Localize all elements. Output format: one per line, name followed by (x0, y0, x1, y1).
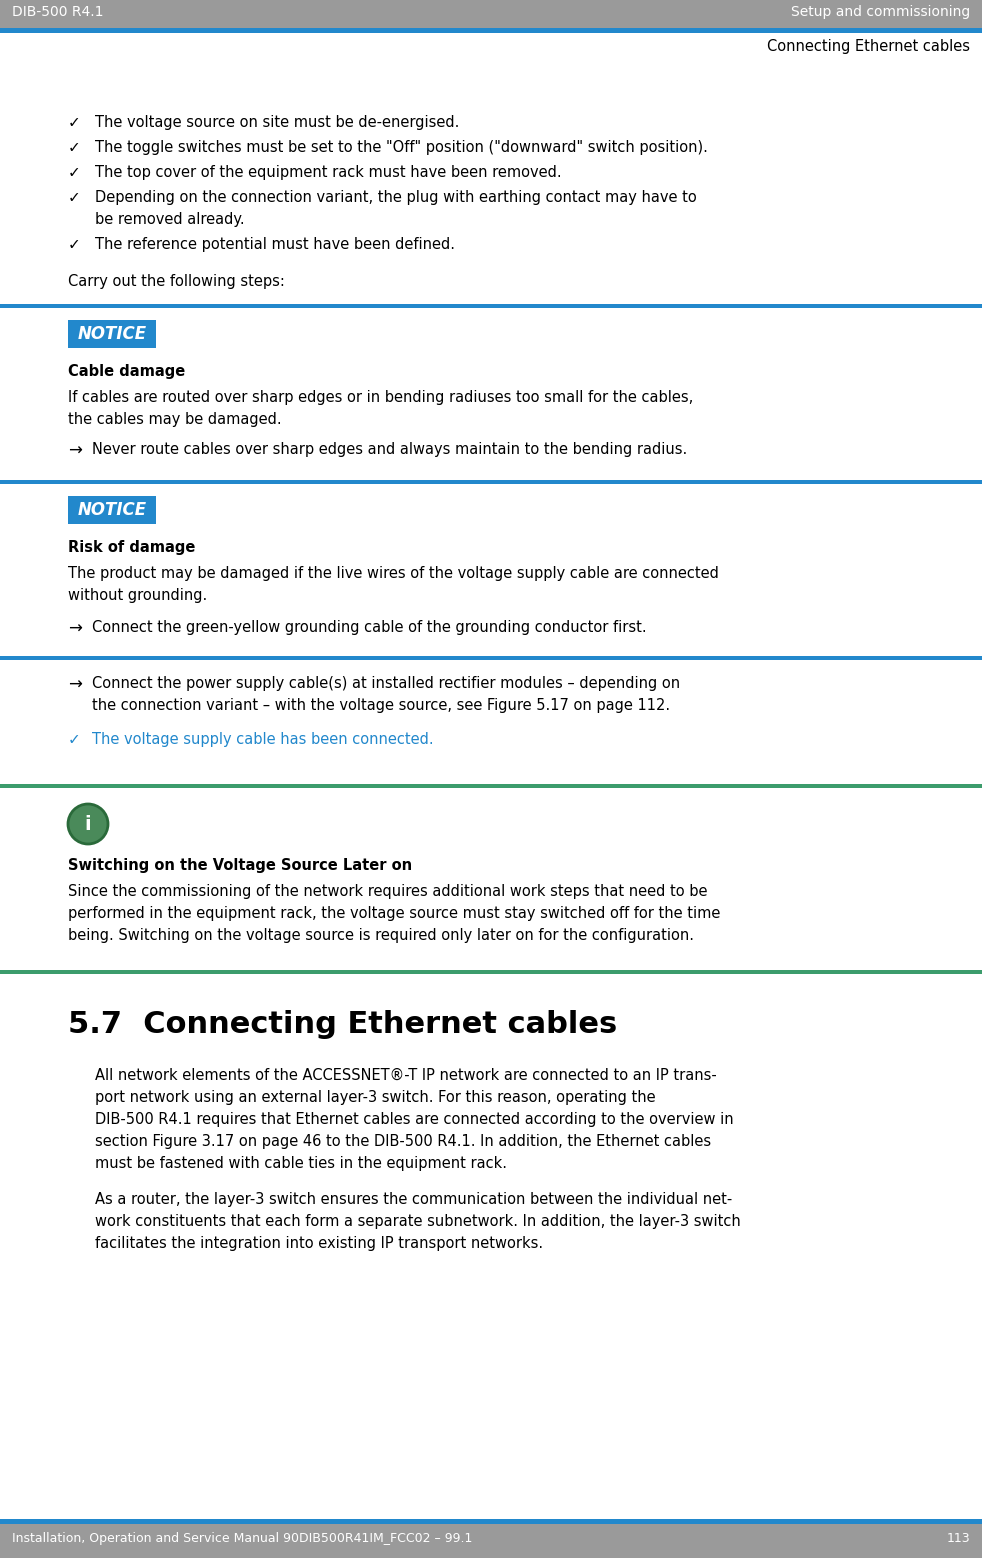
Text: ✓: ✓ (68, 190, 81, 206)
Text: Switching on the Voltage Source Later on: Switching on the Voltage Source Later on (68, 858, 412, 872)
Text: being. Switching on the voltage source is required only later on for the configu: being. Switching on the voltage source i… (68, 929, 694, 943)
Text: Carry out the following steps:: Carry out the following steps: (68, 274, 285, 288)
Bar (68, 319, 156, 347)
Text: ✓: ✓ (68, 732, 81, 746)
Text: Connect the green-yellow grounding cable of the grounding conductor first.: Connect the green-yellow grounding cable… (92, 620, 646, 636)
Text: NOTICE: NOTICE (78, 326, 146, 343)
Circle shape (68, 804, 108, 844)
Text: The toggle switches must be set to the "Off" position ("downward" switch positio: The toggle switches must be set to the "… (95, 140, 708, 154)
Text: DIB-500 R4.1 requires that Ethernet cables are connected according to the overvi: DIB-500 R4.1 requires that Ethernet cabl… (95, 1112, 734, 1126)
Text: Depending on the connection variant, the plug with earthing contact may have to: Depending on the connection variant, the… (95, 190, 697, 206)
Bar (0, 971, 982, 974)
Text: ✓: ✓ (68, 115, 81, 129)
Text: 5.7  Connecting Ethernet cables: 5.7 Connecting Ethernet cables (68, 1010, 618, 1039)
Text: Since the commissioning of the network requires additional work steps that need : Since the commissioning of the network r… (68, 883, 707, 899)
Bar (0, 480, 982, 485)
Text: Installation, Operation and Service Manual 90DIB500R41IM_FCC02 – 99.1: Installation, Operation and Service Manu… (12, 1532, 472, 1546)
Text: ✓: ✓ (68, 237, 81, 252)
Bar (68, 495, 156, 523)
Text: without grounding.: without grounding. (68, 587, 207, 603)
Text: →: → (68, 620, 82, 637)
Text: DIB-500 R4.1: DIB-500 R4.1 (12, 5, 103, 19)
Bar (0, 784, 982, 788)
Text: Connect the power supply cable(s) at installed rectifier modules – depending on: Connect the power supply cable(s) at ins… (92, 676, 681, 692)
Text: the connection variant – with the voltage source, see Figure 5.17 on page 112.: the connection variant – with the voltag… (92, 698, 670, 714)
Bar (0, 1519, 982, 1524)
Text: →: → (68, 442, 82, 460)
Text: →: → (68, 676, 82, 693)
Text: performed in the equipment rack, the voltage source must stay switched off for t: performed in the equipment rack, the vol… (68, 907, 721, 921)
Text: The reference potential must have been defined.: The reference potential must have been d… (95, 237, 455, 252)
Text: be removed already.: be removed already. (95, 212, 245, 227)
Text: The top cover of the equipment rack must have been removed.: The top cover of the equipment rack must… (95, 165, 562, 181)
Text: ✓: ✓ (68, 165, 81, 181)
Bar (0, 304, 982, 308)
Text: The voltage source on site must be de-energised.: The voltage source on site must be de-en… (95, 115, 460, 129)
Text: work constituents that each form a separate subnetwork. In addition, the layer-3: work constituents that each form a separ… (95, 1214, 740, 1229)
Text: i: i (84, 815, 91, 834)
Text: the cables may be damaged.: the cables may be damaged. (68, 411, 282, 427)
Text: Cable damage: Cable damage (68, 365, 186, 379)
Text: must be fastened with cable ties in the equipment rack.: must be fastened with cable ties in the … (95, 1156, 507, 1172)
Text: All network elements of the ACCESSNET®-T IP network are connected to an IP trans: All network elements of the ACCESSNET®-T… (95, 1067, 717, 1083)
Text: Never route cables over sharp edges and always maintain to the bending radius.: Never route cables over sharp edges and … (92, 442, 687, 456)
Text: Risk of damage: Risk of damage (68, 541, 195, 555)
Bar (0, 28, 982, 33)
Text: The voltage supply cable has been connected.: The voltage supply cable has been connec… (92, 732, 434, 746)
Text: ✓: ✓ (68, 140, 81, 154)
Text: port network using an external layer-3 switch. For this reason, operating the: port network using an external layer-3 s… (95, 1091, 656, 1105)
Text: facilitates the integration into existing IP transport networks.: facilitates the integration into existin… (95, 1235, 543, 1251)
Text: If cables are routed over sharp edges or in bending radiuses too small for the c: If cables are routed over sharp edges or… (68, 390, 693, 405)
Text: As a router, the layer-3 switch ensures the communication between the individual: As a router, the layer-3 switch ensures … (95, 1192, 733, 1207)
Bar (0, 0, 982, 28)
Text: NOTICE: NOTICE (78, 502, 146, 519)
Text: 113: 113 (947, 1532, 970, 1546)
Text: section Figure 3.17 on page 46 to the DIB-500 R4.1. In addition, the Ethernet ca: section Figure 3.17 on page 46 to the DI… (95, 1134, 711, 1148)
Text: Connecting Ethernet cables: Connecting Ethernet cables (767, 39, 970, 55)
Text: Setup and commissioning: Setup and commissioning (791, 5, 970, 19)
Bar (0, 656, 982, 661)
Text: The product may be damaged if the live wires of the voltage supply cable are con: The product may be damaged if the live w… (68, 566, 719, 581)
Bar (0, 1524, 982, 1558)
